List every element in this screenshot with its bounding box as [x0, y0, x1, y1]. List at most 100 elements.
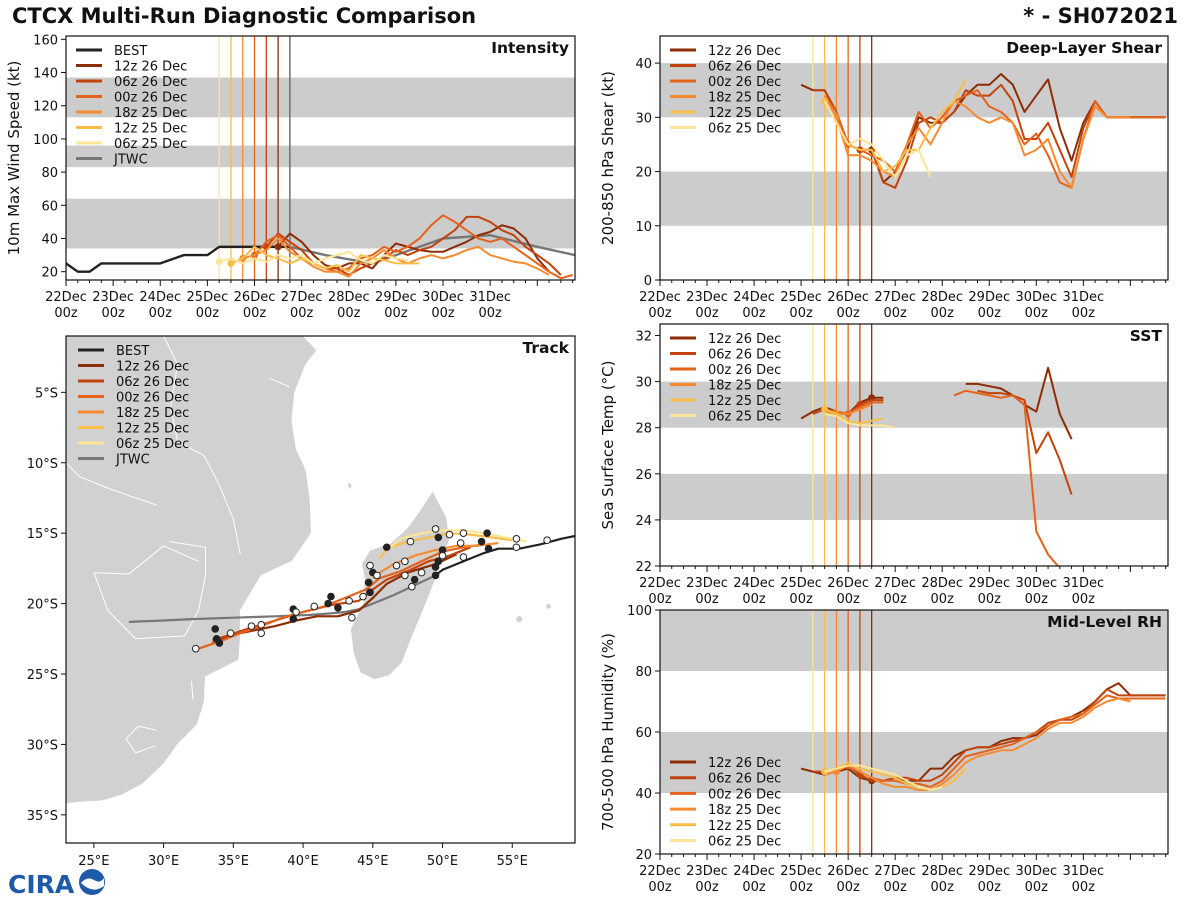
- shear-frame: [659, 35, 1169, 281]
- sst-xtick-label-4: 26Dec: [827, 576, 869, 591]
- intensity-ytick-label-160: 160: [33, 33, 58, 48]
- rh-band-0: [660, 732, 1168, 793]
- rh-ytick-label-40: 40: [635, 787, 652, 802]
- sst-ylabel: Sea Surface Temp (°C): [599, 360, 617, 529]
- shear-xtick-label-0: 22Dec: [639, 290, 681, 305]
- africa-landmass: [66, 336, 318, 843]
- country-border-6: [191, 680, 194, 700]
- sst-legend-label-00z-26-dec: 00z 26 Dec: [708, 363, 781, 378]
- intensity-xtick-label-7: 29Dec: [375, 290, 417, 305]
- track-legend-label-06z-25-dec: 06z 25 Dec: [116, 437, 189, 452]
- rh-xtick-label-3: 25Dec: [780, 864, 822, 879]
- sst-xtick-label-9: 31Dec: [1062, 576, 1104, 591]
- rh-xtick-sublabel-6: 00z: [931, 880, 955, 895]
- intensity-xtick-label-0: 22Dec: [45, 290, 87, 305]
- shear-ytick-label-30: 30: [635, 111, 652, 126]
- track-ytick-label--35: 35°S: [27, 809, 58, 824]
- rh-title: Mid-Level RH: [1047, 613, 1162, 631]
- sst-xtick-sublabel-3: 00z: [789, 592, 813, 607]
- sst-legend-label-18z-25-dec: 18z 25 Dec: [708, 379, 781, 394]
- track-frame: [65, 335, 576, 844]
- intensity-panel: 2040608010012014016022Dec00z23Dec00z24De…: [5, 33, 576, 321]
- track-legend-label-06z-26-dec: 06z 26 Dec: [116, 375, 189, 390]
- intensity-xtick-sublabel-7: 00z: [384, 306, 408, 321]
- track-marker-38: [348, 613, 356, 622]
- sst-series-00z-26-dec-8: [953, 389, 1060, 566]
- shear-xtick-label-3: 25Dec: [780, 290, 822, 305]
- track-marker-41: [247, 622, 256, 630]
- sst-ytick-label-32: 32: [635, 330, 652, 345]
- intensity-legend-label-best: BEST: [114, 44, 147, 59]
- track-line-18z-25-dec: [372, 541, 499, 580]
- track-marker-14: [438, 551, 447, 560]
- intensity-ytick-label-20: 20: [41, 266, 58, 281]
- shear-legend-label-12z-26-dec: 12z 26 Dec: [708, 44, 781, 59]
- rh-panel: 2040608010022Dec00z23Dec00z24Dec00z25Dec…: [599, 604, 1169, 895]
- intensity-xtick-sublabel-3: 00z: [196, 306, 220, 321]
- sst-series-06z-25-dec-5: [824, 412, 896, 429]
- sst-series-12z-25-dec-4: [824, 408, 884, 425]
- rh-xtick-label-7: 29Dec: [968, 864, 1010, 879]
- track-panel: 25°E 30°E 35°E 40°E 45°E 50°E 55°E 5°S 10°S 15°S 2…: [27, 335, 576, 869]
- track-marker-1: [459, 529, 468, 537]
- track-marker-17: [401, 557, 409, 566]
- intensity-frame: [65, 35, 576, 281]
- shear-ytick-label-10: 10: [635, 220, 652, 235]
- shear-xtick-sublabel-9: 00z: [1072, 306, 1096, 321]
- shear-xtick-sublabel-5: 00z: [883, 306, 907, 321]
- cira-logo: CIRA: [6, 866, 106, 898]
- track-marker-15: [459, 553, 468, 561]
- track-xtick-label-45: 45°E: [357, 854, 388, 869]
- sst-xtick-sublabel-7: 00z: [978, 592, 1002, 607]
- sst-band-0: [660, 473, 1168, 520]
- shear-series-group: [800, 73, 1166, 189]
- track-ytick-label--25: 25°S: [27, 668, 58, 683]
- sst-xtick-sublabel-9: 00z: [1072, 592, 1096, 607]
- track-xtick-label-55: 55°E: [497, 854, 528, 869]
- country-border-7: [125, 725, 157, 754]
- track-marker-7: [477, 537, 486, 546]
- intensity-series-best-0: [66, 245, 290, 273]
- track-marker-12: [382, 543, 391, 552]
- track-legend-label-12z-26-dec: 12z 26 Dec: [116, 360, 189, 375]
- rh-xtick-sublabel-2: 00z: [742, 880, 766, 895]
- intensity-legend-label-00z-26-dec: 00z 26 Dec: [114, 91, 187, 106]
- track-marker-39: [289, 615, 298, 623]
- track-marker-5: [512, 535, 521, 543]
- track-legend-label-jtwc: JTWC: [115, 453, 150, 468]
- figure-title: CTCX Multi-Run Diagnostic Comparison: [12, 4, 477, 28]
- cira-logo-graphic: CIRA: [8, 869, 105, 898]
- shear-xtick-sublabel-2: 00z: [742, 306, 766, 321]
- sst-xtick-sublabel-2: 00z: [742, 592, 766, 607]
- track-ytick-label--30: 30°S: [27, 738, 58, 753]
- sst-xtick-sublabel-8: 00z: [1025, 592, 1049, 607]
- rh-xtick-sublabel-8: 00z: [1025, 880, 1049, 895]
- shear-band-1: [660, 63, 1168, 118]
- track-legend-label-18z-25-dec: 18z 25 Dec: [116, 406, 189, 421]
- intensity-xtick-label-1: 23Dec: [92, 290, 134, 305]
- intensity-legend-label-06z-25-dec: 06z 25 Dec: [114, 137, 187, 152]
- shear-xtick-label-1: 23Dec: [686, 290, 728, 305]
- intensity-xtick-label-4: 26Dec: [234, 290, 276, 305]
- sst-init-dot-12z-25-dec: [821, 405, 829, 413]
- track-marker-37: [334, 604, 342, 612]
- shear-legend-label-18z-25-dec: 18z 25 Dec: [708, 91, 781, 106]
- sst-ytick-label-22: 22: [635, 560, 652, 575]
- intensity-xtick-label-8: 30Dec: [422, 290, 464, 305]
- intensity-xtick-sublabel-4: 00z: [243, 306, 267, 321]
- shear-ytick-label-20: 20: [635, 166, 652, 181]
- rh-legend-label-06z-26-dec: 06z 26 Dec: [708, 772, 781, 787]
- track-marker-24: [364, 578, 373, 587]
- sst-xtick-label-3: 25Dec: [780, 576, 822, 591]
- track-marker-34: [310, 602, 319, 611]
- comoros-island: [347, 482, 352, 490]
- intensity-legend-label-12z-26-dec: 12z 26 Dec: [114, 60, 187, 75]
- shear-xtick-label-7: 29Dec: [968, 290, 1010, 305]
- rh-legend-label-06z-25-dec: 06z 25 Dec: [708, 835, 781, 850]
- intensity-band-1: [66, 145, 575, 168]
- rh-legend-label-12z-25-dec: 12z 25 Dec: [708, 819, 781, 834]
- shear-legend-label-06z-25-dec: 06z 25 Dec: [708, 122, 781, 137]
